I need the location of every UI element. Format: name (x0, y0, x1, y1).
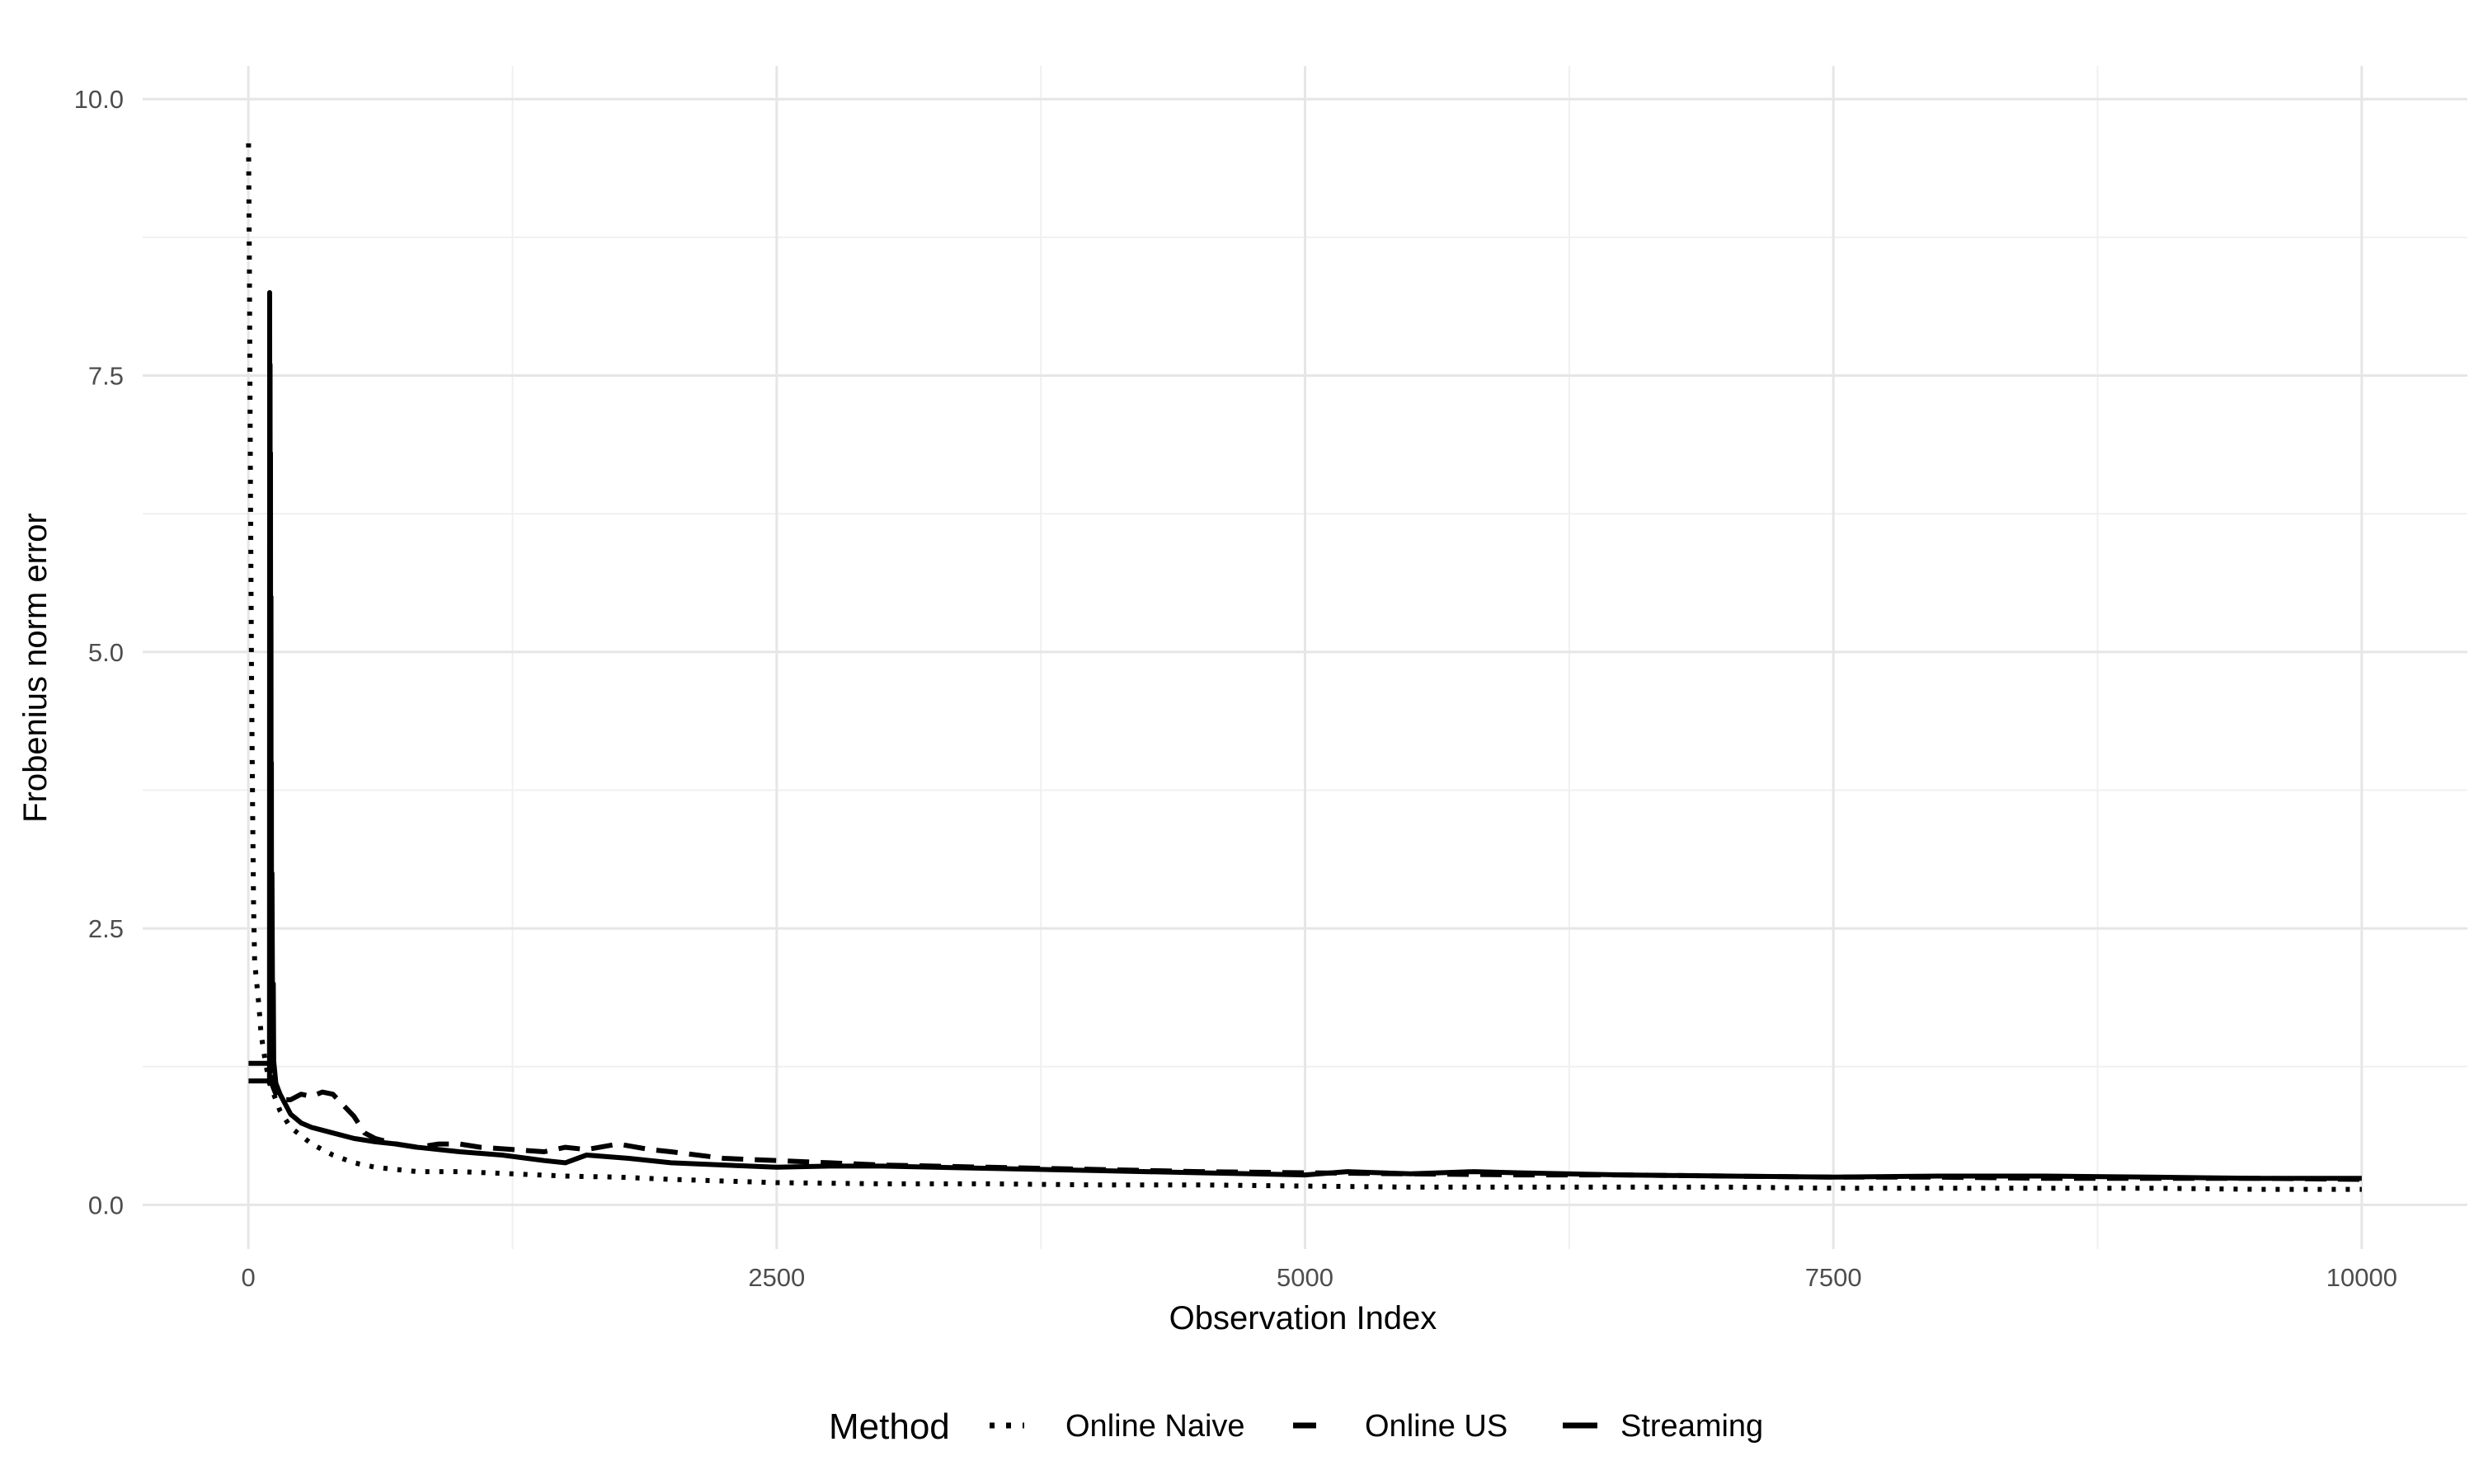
x-axis-title: Observation Index (1169, 1300, 1437, 1336)
legend-label-streaming: Streaming (1620, 1409, 1763, 1444)
legend-label-online-us: Online US (1365, 1409, 1507, 1444)
y-tick-label: 10.0 (74, 85, 124, 114)
series-lines (246, 143, 2362, 1192)
x-tick-label: 7500 (1805, 1263, 1862, 1292)
y-tick-label: 5.0 (88, 638, 124, 667)
series-line-online-naive (246, 143, 2362, 1192)
major-gridlines (143, 66, 2467, 1249)
x-tick-label: 2500 (748, 1263, 805, 1292)
y-tick-label: 7.5 (88, 362, 124, 391)
y-tick-label: 2.5 (88, 914, 124, 943)
x-axis-tick-labels: 0 2500 5000 7500 10000 (242, 1263, 2397, 1292)
series-line-streaming (248, 289, 2362, 1181)
y-tick-label: 0.0 (88, 1190, 124, 1219)
legend-title: Method (829, 1407, 950, 1447)
legend-items: Online Naive Online US Streaming (990, 1409, 1763, 1444)
x-tick-label: 0 (242, 1263, 256, 1292)
legend-label-online-naive: Online Naive (1065, 1409, 1245, 1444)
x-tick-label: 5000 (1277, 1263, 1333, 1292)
y-axis-tick-labels: 0.0 2.5 5.0 7.5 10.0 (74, 85, 124, 1219)
y-axis-title: Frobenius norm error (17, 513, 54, 823)
x-tick-label: 10000 (2326, 1263, 2397, 1292)
legend: Method Online Naive Online US Streaming (829, 1407, 1763, 1447)
